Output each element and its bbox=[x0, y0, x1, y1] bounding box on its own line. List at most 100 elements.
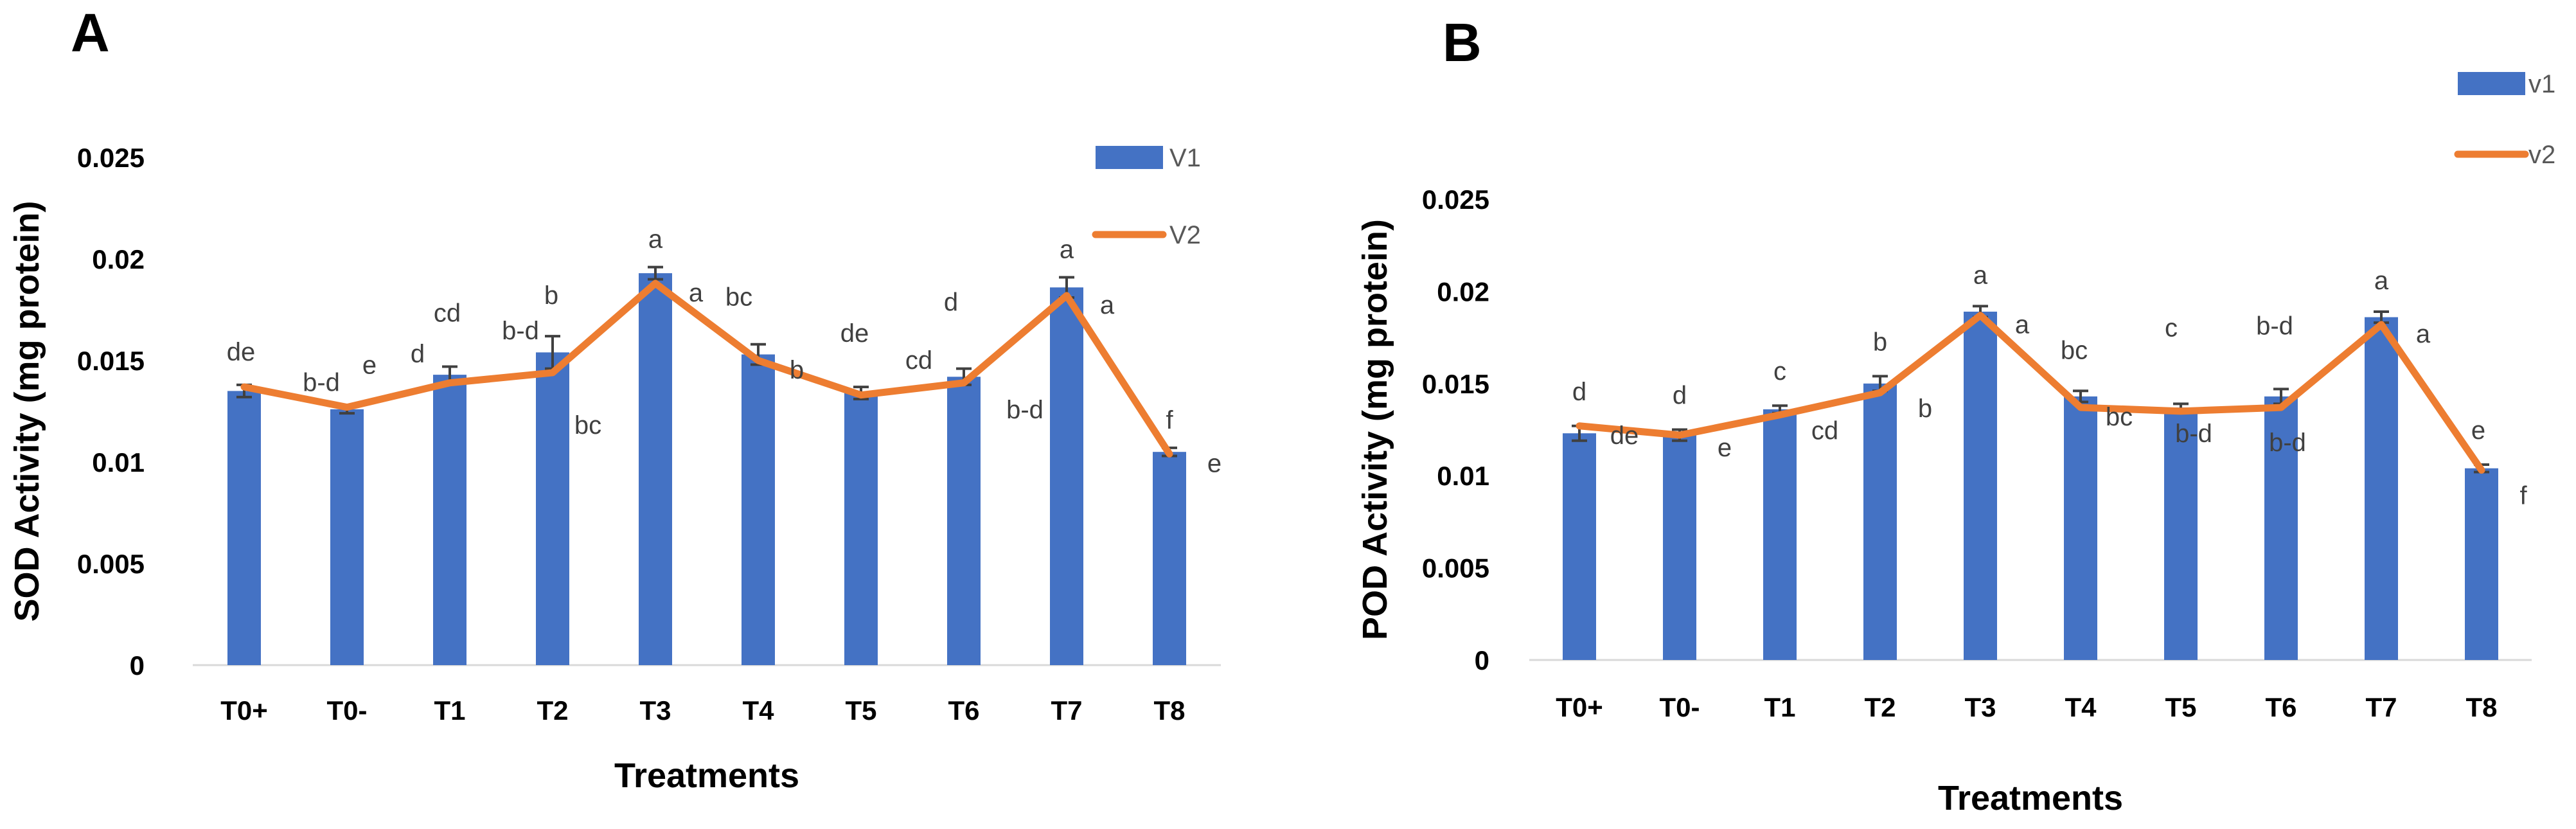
chart-panel-b: B POD Activity (mg protein) Treatments 0 0.0… bbox=[1356, 12, 2555, 817]
line-significance-letter: de bbox=[1610, 422, 1639, 450]
bar bbox=[2365, 317, 2398, 660]
x-tick-label: T7 bbox=[1051, 695, 1082, 726]
x-tick-label: T1 bbox=[434, 695, 465, 726]
x-tick-label: T3 bbox=[639, 695, 671, 726]
x-tick-label: T4 bbox=[742, 695, 774, 726]
legend-swatch-bar bbox=[2458, 72, 2525, 95]
bar bbox=[639, 273, 672, 665]
x-tick-label: T8 bbox=[2465, 692, 2497, 722]
line-significance-letter: b-d bbox=[2175, 420, 2212, 448]
bar-significance-letter: a bbox=[2374, 267, 2389, 295]
bar bbox=[1563, 433, 1596, 660]
line-significance-letter: d bbox=[411, 340, 425, 368]
bar-significance-letter: a bbox=[1060, 235, 1074, 263]
line-significance-letter: b-d bbox=[2269, 429, 2306, 457]
line-significance-letter: a bbox=[2416, 320, 2431, 348]
x-axis-title: Treatments bbox=[1938, 779, 2123, 817]
y-tick-label: 0.01 bbox=[1437, 461, 1489, 491]
bar bbox=[2164, 407, 2198, 660]
x-tick-label: T0+ bbox=[1556, 692, 1603, 722]
bar-significance-letter: de bbox=[840, 319, 869, 348]
line-significance-letter: e bbox=[1718, 434, 1732, 462]
bar bbox=[227, 391, 261, 665]
y-tick-label: 0.015 bbox=[1422, 369, 1489, 399]
legend-swatch-bar bbox=[1096, 146, 1163, 169]
line-significance-letter: e bbox=[1207, 449, 1221, 477]
y-axis-title: POD Activity (mg protein) bbox=[1356, 219, 1394, 640]
legend-label: v1 bbox=[2528, 70, 2555, 98]
bar-significance-letter: d bbox=[1673, 382, 1687, 410]
bar bbox=[1964, 311, 1997, 660]
bar-significance-letter: d bbox=[944, 289, 958, 317]
bar bbox=[433, 375, 466, 665]
y-tick-label: 0 bbox=[130, 650, 145, 681]
x-tick-label: T0+ bbox=[220, 695, 268, 726]
x-tick-label: T8 bbox=[1153, 695, 1185, 726]
bar-significance-letter: b-d bbox=[2256, 312, 2293, 340]
panel-letter: B bbox=[1443, 12, 1482, 73]
x-tick-label: T0- bbox=[327, 695, 368, 726]
y-tick-label: 0.005 bbox=[1422, 553, 1489, 584]
bar bbox=[2264, 396, 2298, 660]
bar bbox=[1153, 452, 1186, 665]
y-tick-label: 0.02 bbox=[92, 244, 145, 274]
x-tick-label: T2 bbox=[1864, 692, 1896, 722]
bar bbox=[742, 354, 775, 665]
series-line bbox=[240, 280, 1173, 458]
bar-significance-letter: bc bbox=[725, 283, 752, 312]
bar-significance-letter: bc bbox=[2061, 336, 2088, 364]
x-tick-label: T1 bbox=[1764, 692, 1795, 722]
bar bbox=[1663, 435, 1696, 660]
line-significance-letter: bc bbox=[574, 411, 601, 440]
bar bbox=[330, 409, 364, 665]
bar-significance-letter: a bbox=[648, 226, 663, 254]
line-significance-letter: b bbox=[1918, 395, 1932, 423]
legend-label: v2 bbox=[2528, 141, 2555, 169]
line-significance-letter: b bbox=[790, 356, 804, 384]
line-significance-letter: cd bbox=[1811, 417, 1838, 445]
bar-significance-letter: c bbox=[1773, 357, 1786, 386]
bar-significance-letter: b-d bbox=[303, 369, 340, 397]
bar-significance-letter: cd bbox=[434, 299, 461, 327]
bar-significance-letter: de bbox=[227, 338, 256, 366]
bar-significance-letter: d bbox=[1572, 378, 1586, 406]
x-tick-label: T7 bbox=[2365, 692, 2397, 722]
bar-significance-letter: e bbox=[2471, 416, 2485, 445]
x-tick-label: T6 bbox=[948, 695, 979, 726]
x-axis-title: Treatments bbox=[614, 756, 799, 795]
bar-significance-letter: b bbox=[1873, 328, 1887, 356]
legend-label: V2 bbox=[1169, 221, 1201, 249]
x-tick-label: T2 bbox=[537, 695, 568, 726]
chart-panel-a: A SOD Activity (mg protein) Treatments 0 0.0… bbox=[8, 3, 1221, 795]
y-tick-label: 0.01 bbox=[92, 447, 145, 477]
y-tick-label: 0.025 bbox=[1422, 184, 1489, 215]
line-significance-letter: cd bbox=[905, 346, 932, 375]
x-tick-label: T4 bbox=[2065, 692, 2097, 722]
line-significance-letter: f bbox=[2519, 482, 2527, 510]
panel-letter: A bbox=[71, 3, 110, 63]
x-tick-label: T5 bbox=[845, 695, 876, 726]
line-significance-letter: a bbox=[689, 279, 704, 307]
x-tick-label: T0- bbox=[1660, 692, 1700, 722]
bar-significance-letter: f bbox=[1166, 406, 1173, 434]
line-significance-letter: a bbox=[1100, 291, 1115, 319]
bar-significance-letter: b bbox=[544, 281, 558, 310]
bar bbox=[844, 393, 878, 665]
y-tick-label: 0.015 bbox=[77, 346, 145, 376]
x-tick-label: T6 bbox=[2265, 692, 2296, 722]
y-tick-label: 0.005 bbox=[77, 549, 145, 579]
bar-significance-letter: a bbox=[1973, 261, 1988, 289]
bar bbox=[1863, 383, 1897, 660]
line-significance-letter: b-d bbox=[502, 317, 539, 345]
line-significance-letter: b-d bbox=[1006, 396, 1044, 424]
line-significance-letter: bc bbox=[2106, 403, 2133, 431]
bar bbox=[1050, 287, 1083, 665]
y-tick-label: 0.025 bbox=[77, 143, 145, 173]
bar bbox=[1763, 409, 1797, 660]
bar bbox=[947, 377, 981, 665]
bar bbox=[536, 352, 569, 665]
line-significance-letter: e bbox=[362, 352, 377, 380]
bar-significance-letter: c bbox=[2165, 314, 2178, 342]
y-tick-label: 0.02 bbox=[1437, 276, 1489, 307]
